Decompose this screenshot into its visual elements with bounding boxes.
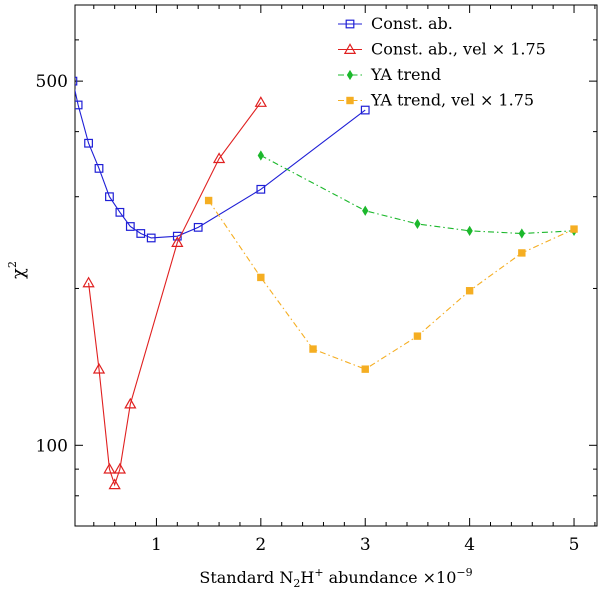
data-point [193, 222, 203, 232]
series [75, 76, 370, 243]
data-point [257, 273, 265, 282]
x-tick-label: 3 [360, 535, 371, 555]
legend-label: Const. ab., vel × 1.75 [371, 40, 546, 59]
data-point [94, 163, 104, 173]
data-point [256, 184, 266, 194]
data-point [124, 397, 137, 409]
axis-ticks [75, 4, 597, 526]
data-point [518, 249, 526, 257]
data-point [346, 69, 354, 81]
data-point [105, 192, 114, 202]
y-axis-title: χ2 [6, 261, 29, 279]
x-axis-title: Standard N2H+ abundance ×10−9 [199, 566, 472, 589]
data-point [362, 205, 369, 216]
y-tick-label: 100 [36, 436, 68, 456]
legend-entry: Const. ab., vel × 1.75 [338, 40, 546, 59]
x-tick-label: 1 [151, 535, 162, 555]
data-point [413, 332, 422, 340]
data-point [212, 152, 226, 164]
data-point [82, 276, 95, 288]
legend-entry: YA trend [338, 65, 441, 84]
data-point [414, 218, 421, 230]
data-point [136, 229, 146, 238]
series [204, 196, 578, 373]
axis-tick-labels: 1 2 3 4 5 100 500 [36, 72, 580, 555]
x-tick-label: 2 [255, 535, 266, 555]
plot-frame [74, 4, 598, 527]
data-point [570, 225, 578, 233]
y-tick-label: 500 [36, 72, 68, 92]
series [257, 150, 578, 239]
data-point [125, 222, 135, 231]
data-point [115, 207, 125, 217]
series [82, 96, 267, 490]
data-point [84, 138, 93, 148]
legend: Const. ab. Const. ab., vel × 1.75 YA trend… [338, 14, 546, 110]
data-point [346, 96, 354, 105]
data-point [204, 196, 213, 205]
data-point [465, 287, 474, 295]
data-point [75, 76, 78, 86]
series-line [75, 88, 366, 239]
data-point [345, 19, 355, 29]
series-layer [75, 76, 578, 490]
series-line [260, 154, 575, 235]
data-point [518, 228, 525, 239]
data-point [75, 100, 83, 110]
data-point [146, 233, 156, 243]
data-point [108, 478, 121, 490]
data-point [103, 462, 116, 474]
data-point [309, 345, 317, 353]
legend-entry: Const. ab. [338, 14, 453, 33]
legend-label: YA trend [370, 65, 441, 84]
data-point [113, 462, 127, 474]
series-line [88, 102, 262, 487]
data-point [92, 362, 106, 374]
legend-label: YA trend, vel × 1.75 [370, 91, 534, 110]
data-point [257, 150, 264, 161]
data-point [343, 43, 357, 54]
data-point [466, 225, 473, 236]
data-point [254, 96, 267, 107]
x-tick-label: 4 [464, 535, 475, 555]
data-point [171, 236, 184, 247]
legend-entry: YA trend, vel × 1.75 [338, 91, 534, 110]
data-point [360, 105, 370, 115]
x-tick-label: 5 [569, 535, 580, 555]
series-line [208, 200, 575, 370]
data-point [361, 365, 369, 373]
legend-label: Const. ab. [371, 14, 453, 33]
data-point [172, 231, 182, 241]
